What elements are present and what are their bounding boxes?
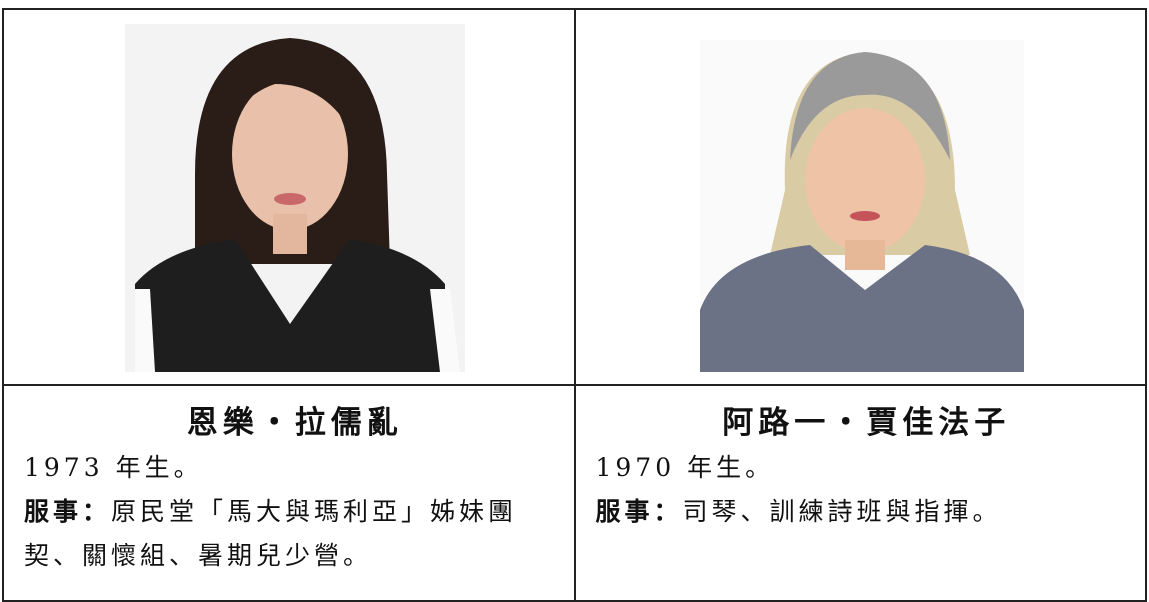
portrait-photo bbox=[699, 40, 1024, 372]
portrait-photo bbox=[125, 24, 465, 372]
photo-cell bbox=[573, 8, 1147, 386]
person-name: 阿路一・賈佳法子 bbox=[722, 405, 1011, 441]
text-cell: 恩樂・拉儒亂 1973 年生。 服事：原民堂「馬大與瑪利亞」姊妹團契、關懷組、暑… bbox=[2, 384, 576, 602]
text-cell: 阿路一・賈佳法子 1970 年生。 服事：司琴、訓練詩班與指揮。 bbox=[573, 384, 1147, 602]
photo-cell bbox=[2, 8, 576, 386]
birth-year: 1973 年生。 bbox=[24, 453, 203, 482]
service-label: 服事： bbox=[595, 497, 683, 526]
service: 服事：原民堂「馬大與瑪利亞」姊妹團契、關懷組、暑期兒少營。 bbox=[24, 490, 566, 578]
service-text: 原民堂「馬大與瑪利亞」姊妹團契、關懷組、暑期兒少營。 bbox=[24, 497, 518, 570]
page: 恩樂・拉儒亂 1973 年生。 服事：原民堂「馬大與瑪利亞」姊妹團契、關懷組、暑… bbox=[2, 8, 1147, 602]
birth-year: 1970 年生。 bbox=[595, 453, 775, 482]
service-label: 服事： bbox=[24, 497, 112, 526]
service-text: 司琴、訓練詩班與指揮。 bbox=[682, 497, 1002, 526]
service: 服事：司琴、訓練詩班與指揮。 bbox=[596, 490, 1138, 534]
profile-table: 恩樂・拉儒亂 1973 年生。 服事：原民堂「馬大與瑪利亞」姊妹團契、關懷組、暑… bbox=[2, 8, 1147, 602]
person-name: 恩樂・拉儒亂 bbox=[186, 405, 403, 441]
